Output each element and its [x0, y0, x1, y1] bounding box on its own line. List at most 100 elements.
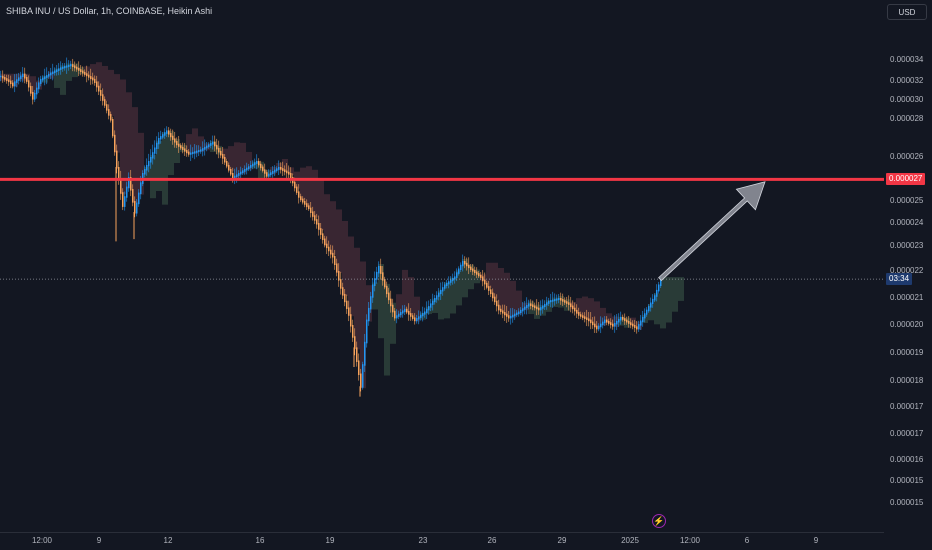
candle [480, 274, 482, 278]
time-tick-label: 6 [744, 536, 750, 545]
cloud-segment [324, 194, 330, 246]
candle [212, 141, 214, 145]
cloud-segment [390, 302, 396, 344]
cloud-segment [336, 209, 342, 273]
cloud-segment [456, 270, 462, 306]
candle [474, 270, 476, 274]
candle [140, 182, 142, 195]
cloud-segment [312, 169, 318, 218]
candle [414, 317, 416, 322]
candle [566, 301, 568, 304]
candle [432, 300, 434, 305]
countdown-label: 03:34 [886, 273, 913, 286]
candle [94, 78, 96, 83]
candle [178, 143, 180, 147]
candle [412, 315, 414, 319]
candle [30, 85, 32, 94]
candle [590, 319, 592, 324]
time-tick-label: 26 [487, 536, 497, 545]
cloud-segment [330, 201, 336, 255]
candle [156, 142, 158, 149]
candle [256, 161, 258, 164]
candle [342, 287, 344, 296]
candle [190, 152, 192, 155]
candle [258, 161, 260, 166]
candle [500, 308, 502, 312]
price-plot[interactable] [0, 0, 884, 532]
candle [428, 306, 430, 311]
candle [154, 147, 156, 154]
candle [202, 148, 204, 151]
cloud-segment [120, 79, 126, 195]
candle [70, 64, 72, 67]
candle [312, 211, 314, 217]
candle [396, 315, 398, 319]
candle [614, 322, 616, 327]
candle [272, 171, 274, 174]
candle [210, 143, 212, 146]
candle [616, 320, 618, 325]
time-axis[interactable] [0, 532, 884, 550]
price-tick-label: 0.000023 [890, 241, 924, 250]
candle [630, 322, 632, 326]
candle [88, 74, 90, 78]
candle [286, 170, 288, 174]
cloud-segment [342, 221, 348, 296]
chart-area[interactable] [0, 0, 884, 532]
cloud-segment [150, 155, 156, 199]
currency-badge[interactable]: USD [887, 4, 927, 20]
candle [450, 279, 452, 283]
candle [374, 278, 376, 286]
candle [176, 141, 178, 146]
cloud-segment [66, 63, 72, 81]
candle [324, 238, 326, 246]
candle [234, 175, 236, 179]
resistance-price-label: 0.000027 [886, 173, 926, 186]
candle [368, 307, 370, 322]
candle [410, 313, 412, 317]
candle [460, 264, 462, 270]
candle [604, 319, 606, 324]
cloud-segment [576, 298, 582, 315]
candle [86, 73, 88, 77]
candle [148, 161, 150, 167]
candle [376, 271, 378, 280]
candle [4, 76, 6, 80]
candle [248, 166, 250, 170]
cloud-segment [450, 277, 456, 314]
candle [236, 174, 238, 178]
cloud-segment [504, 272, 510, 316]
candle [268, 173, 270, 177]
candle [56, 69, 58, 72]
candle [454, 276, 456, 280]
candle [558, 298, 560, 301]
candle [534, 305, 536, 309]
price-tick-label: 0.000034 [890, 55, 924, 64]
candle [26, 77, 28, 82]
candle [576, 309, 578, 314]
tradingview-logo-icon[interactable]: ⚡ [652, 514, 666, 528]
candle [456, 272, 458, 278]
price-axis[interactable] [884, 0, 932, 532]
cloud-segment [228, 146, 234, 171]
candle [282, 168, 284, 171]
candle [278, 167, 280, 170]
cloud-segment [660, 277, 666, 329]
candle [100, 90, 102, 96]
projection-arrow[interactable] [658, 181, 766, 282]
cloud-segment [300, 167, 306, 201]
candle [646, 309, 648, 315]
cloud-segment [402, 269, 408, 313]
candle [486, 282, 488, 288]
cloud-segment [306, 166, 312, 208]
candle [424, 311, 426, 315]
cloud-segment [318, 179, 324, 231]
candle [54, 70, 56, 74]
candle [288, 171, 290, 175]
candle [538, 307, 540, 311]
candle [74, 65, 76, 69]
candle [322, 233, 324, 241]
candle [346, 300, 348, 309]
candle [146, 165, 148, 171]
candle [308, 205, 310, 210]
